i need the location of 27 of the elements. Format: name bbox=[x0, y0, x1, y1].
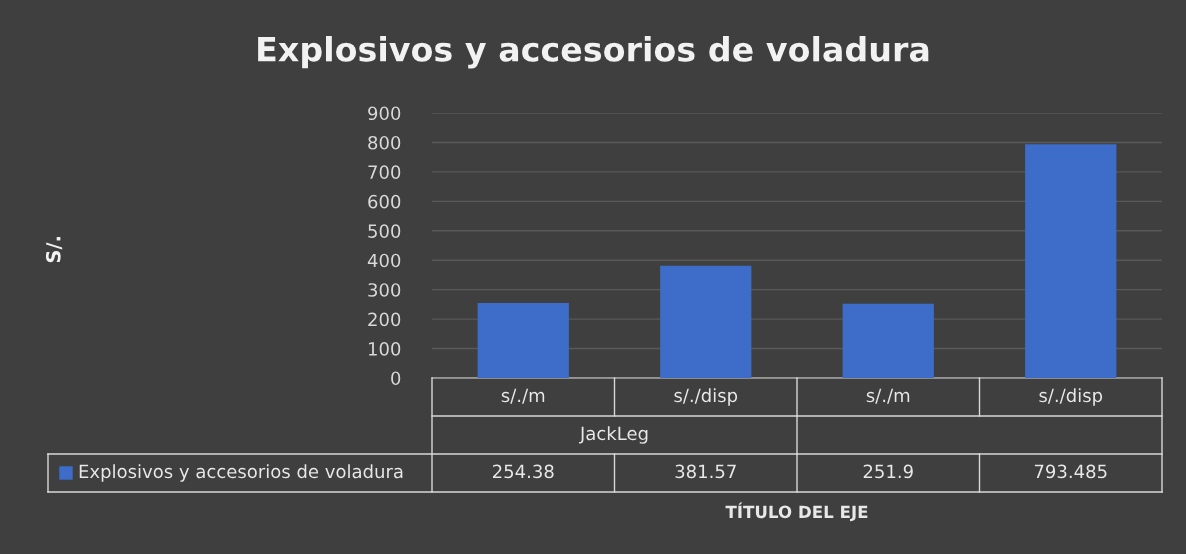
text: TÍTULO DEL EJE bbox=[725, 502, 868, 522]
x-tick-label: s/./m bbox=[501, 388, 545, 404]
y-tick-label: 900 bbox=[368, 106, 401, 121]
data-label: 793.485 bbox=[1034, 464, 1107, 479]
y-tick-label: 300 bbox=[368, 283, 401, 297]
y-tick-label: 100 bbox=[368, 342, 401, 356]
bar bbox=[842, 303, 934, 378]
y-tick-label: 400 bbox=[367, 253, 401, 268]
data-label: 251.9 bbox=[863, 464, 913, 479]
bar bbox=[1025, 144, 1117, 378]
legend-label: Explosivos y accesorios de voladura bbox=[79, 464, 403, 482]
bar bbox=[477, 303, 569, 378]
y-tick-label: 600 bbox=[368, 194, 401, 209]
x-tick-label: s/./disp bbox=[1039, 388, 1103, 406]
bar bbox=[660, 265, 752, 378]
y-tick-label: 500 bbox=[368, 224, 401, 238]
y-tick-label: 700 bbox=[368, 165, 401, 180]
text: S/. bbox=[45, 237, 63, 263]
chart-title: Explosivos y accesorios de voladura bbox=[258, 36, 929, 69]
y-tick-label: 0 bbox=[391, 371, 401, 386]
x-tick-label: s/./m bbox=[866, 388, 910, 404]
y-tick-label: 200 bbox=[368, 312, 401, 327]
x-tick-label: s/./disp bbox=[674, 388, 738, 406]
y-tick-label: 800 bbox=[368, 135, 401, 150]
data-label: 381.57 bbox=[675, 464, 736, 479]
data-label: 254.38 bbox=[492, 464, 554, 479]
text: JackLeg bbox=[579, 426, 648, 444]
